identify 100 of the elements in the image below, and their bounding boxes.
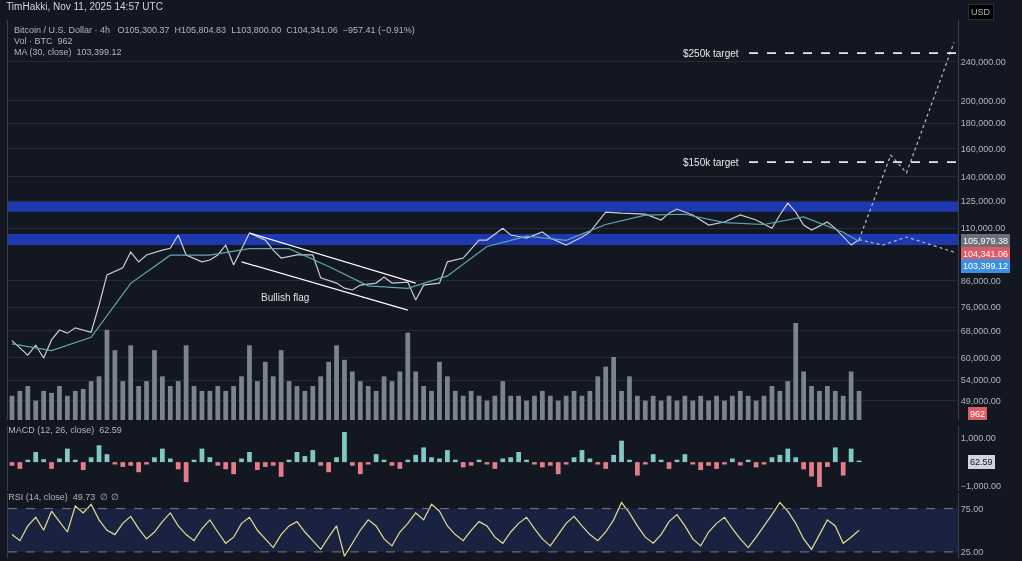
bar (642, 400, 648, 420)
bar (33, 452, 39, 463)
bar (239, 376, 244, 420)
y-tick-label: 110,000.00 (960, 223, 1006, 234)
bar (247, 452, 252, 463)
bar (642, 462, 648, 465)
bar (41, 390, 46, 420)
bar (832, 447, 838, 463)
bar (508, 457, 514, 463)
bar (421, 447, 426, 463)
bar (350, 371, 355, 420)
bar (753, 462, 759, 468)
bar (215, 386, 221, 420)
bar (389, 462, 395, 466)
bar (310, 450, 316, 463)
bar (658, 459, 664, 463)
bar (160, 448, 165, 463)
annotation: Bullish flag (261, 292, 310, 303)
bar (262, 462, 268, 467)
bar (88, 457, 94, 463)
bar (278, 350, 284, 420)
bar (809, 462, 814, 477)
bar (524, 459, 529, 463)
text: USD (971, 7, 991, 17)
bar (468, 462, 474, 466)
bar (619, 440, 624, 463)
bar (722, 462, 727, 465)
bar (357, 462, 363, 475)
y-tick-label: 25.00 (960, 547, 984, 558)
bar (603, 462, 609, 469)
bar (532, 462, 537, 465)
bar (413, 454, 419, 463)
bar (270, 462, 276, 466)
y-tick-label: 68,000.00 (960, 326, 1001, 337)
bar (421, 386, 426, 420)
text: 62.59 (970, 457, 993, 467)
bar (175, 381, 181, 420)
bar (429, 390, 434, 420)
bar (460, 395, 466, 420)
bar (215, 462, 221, 466)
bar (247, 345, 252, 420)
bar (25, 459, 31, 463)
bar (722, 400, 727, 420)
bar (41, 459, 46, 463)
bar (255, 462, 260, 471)
bar (278, 462, 284, 477)
bar (310, 386, 316, 420)
bar (80, 388, 86, 420)
bar (57, 386, 62, 420)
bar (555, 462, 561, 475)
bar (318, 376, 324, 420)
bar (801, 462, 806, 470)
bar (72, 390, 78, 420)
chart-title: RSI (14, close) 49.73 ∅ ∅ (8, 492, 119, 503)
bar (825, 386, 830, 420)
bar (136, 462, 141, 473)
bar (650, 454, 656, 463)
bar (840, 395, 846, 420)
bar (532, 395, 537, 420)
ref-line-label: $250k target (683, 48, 739, 59)
bar (516, 452, 521, 463)
bar (160, 376, 165, 420)
bar (658, 400, 664, 420)
bar (437, 361, 442, 420)
bar (563, 395, 569, 420)
bar (65, 395, 70, 420)
bar (270, 376, 276, 420)
annotation: MA (30, close) 103,399.12 (14, 47, 122, 57)
y-tick-label: 140,000.00 (960, 172, 1006, 183)
bar (563, 462, 569, 465)
bar (365, 462, 371, 465)
line-series (11, 501, 860, 557)
bar (737, 462, 743, 466)
bar (373, 454, 379, 463)
bar (183, 345, 189, 420)
y-tick-label: 180,000.00 (960, 118, 1006, 129)
bar (737, 390, 743, 420)
bar (547, 462, 553, 466)
y-tick-label: 76,000.00 (960, 302, 1001, 313)
y-tick-label: 125,000.00 (960, 196, 1006, 207)
bar (255, 381, 260, 420)
bar (373, 390, 379, 420)
text: 105,979.38 (963, 236, 1009, 246)
bar (223, 462, 229, 470)
bar (136, 386, 141, 420)
bar (128, 462, 134, 466)
bar (555, 400, 561, 420)
bar (49, 392, 54, 420)
bar (25, 386, 31, 420)
bar (817, 390, 822, 420)
bar (112, 462, 118, 465)
ref-line-label: $150k target (683, 157, 739, 168)
bar (832, 390, 838, 420)
bar (635, 395, 640, 420)
bar (326, 361, 331, 420)
bar (603, 366, 609, 420)
bar (627, 376, 632, 420)
bar (825, 462, 830, 467)
bar (350, 462, 355, 466)
bar (540, 462, 545, 468)
